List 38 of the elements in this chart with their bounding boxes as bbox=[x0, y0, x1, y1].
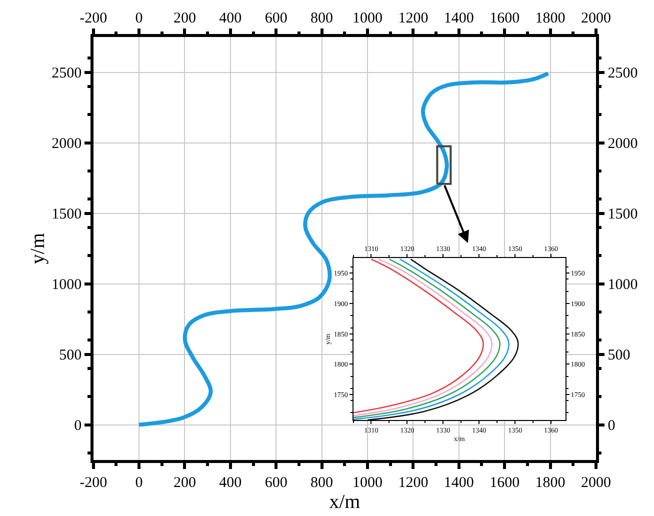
x2-tick-label: 800 bbox=[310, 474, 334, 491]
x-tick-label: 200 bbox=[173, 10, 196, 26]
y-axis-title: y/m bbox=[27, 232, 50, 264]
y2-tick-label: 1000 bbox=[608, 277, 638, 293]
x-tick-label: 400 bbox=[219, 10, 242, 26]
x-tick-label: 800 bbox=[310, 10, 334, 26]
y2-tick-label: 0 bbox=[608, 418, 616, 434]
x-tick-label: 1800 bbox=[535, 10, 566, 26]
x-tick-label: 1000 bbox=[352, 10, 383, 26]
x2-tick-label: 200 bbox=[173, 474, 196, 491]
x-tick-label: 1600 bbox=[490, 10, 520, 26]
x-axis-title: x/m bbox=[329, 490, 361, 513]
x2-tick-label: 1600 bbox=[490, 474, 520, 491]
y2-tick-label: 1500 bbox=[608, 206, 638, 222]
x2-tick-label: -200 bbox=[80, 474, 108, 491]
x-tick-label: 0 bbox=[135, 10, 143, 26]
y-tick-label: 2000 bbox=[52, 136, 82, 152]
x2-tick-label: 1800 bbox=[535, 474, 566, 491]
x-tick-label: 1400 bbox=[444, 10, 474, 26]
y2-tick-label: 500 bbox=[608, 348, 630, 364]
y2-tick-label: 2500 bbox=[608, 66, 638, 82]
x2-tick-label: 1200 bbox=[398, 474, 428, 491]
x2-tick-label: 400 bbox=[219, 474, 242, 491]
y-tick-label: 1500 bbox=[52, 206, 82, 222]
x2-tick-label: 1400 bbox=[444, 474, 474, 491]
y-tick-label: 1000 bbox=[52, 277, 82, 293]
x2-tick-label: 0 bbox=[135, 474, 143, 491]
y-tick-label: 2500 bbox=[52, 66, 82, 82]
x-tick-label: 2000 bbox=[581, 10, 611, 26]
x-tick-label: 1200 bbox=[398, 10, 428, 26]
x-tick-label: 600 bbox=[264, 10, 288, 26]
x2-tick-label: 600 bbox=[264, 474, 288, 491]
x2-tick-label: 2000 bbox=[581, 474, 611, 491]
y2-tick-label: 2000 bbox=[608, 136, 638, 152]
y-tick-label: 0 bbox=[74, 418, 82, 434]
x2-tick-label: 1000 bbox=[352, 474, 383, 491]
x-tick-label: -200 bbox=[80, 10, 108, 26]
y-tick-label: 500 bbox=[59, 348, 82, 364]
